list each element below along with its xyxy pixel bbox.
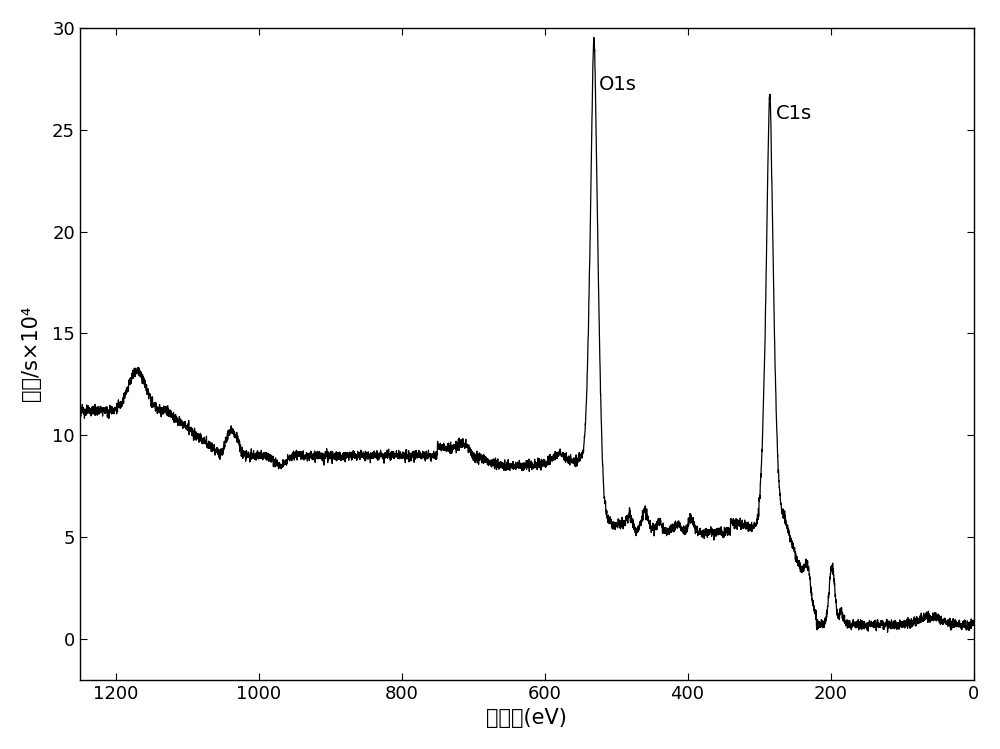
Text: O1s: O1s [599,76,637,94]
X-axis label: 结合能(eV): 结合能(eV) [486,708,567,728]
Text: C1s: C1s [775,104,812,123]
Y-axis label: 强度/s×10⁴: 强度/s×10⁴ [21,306,41,401]
